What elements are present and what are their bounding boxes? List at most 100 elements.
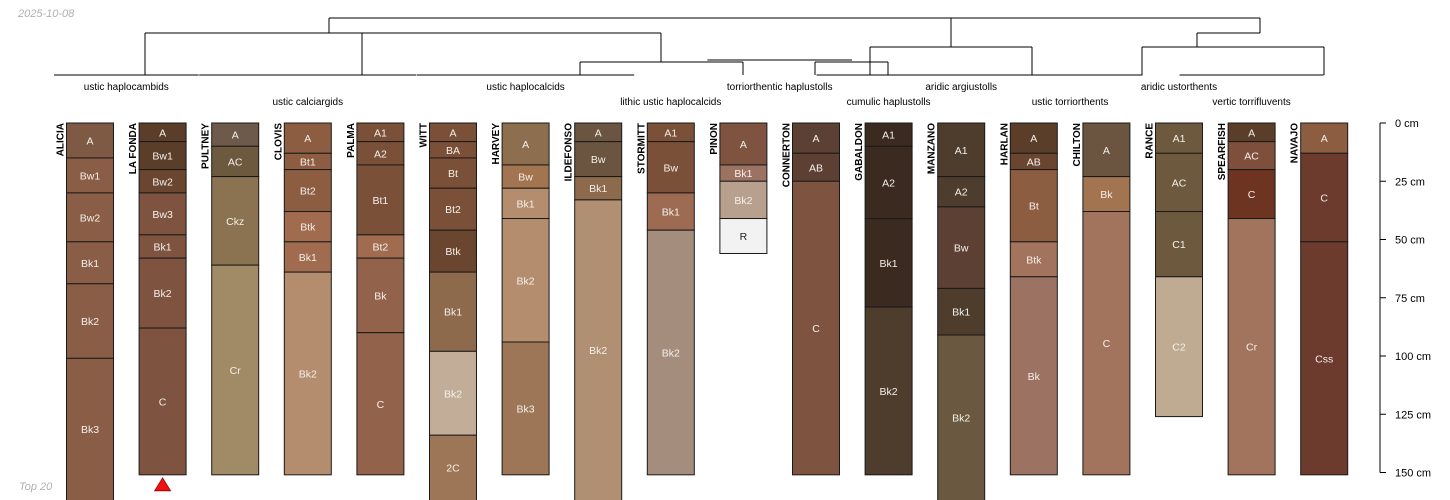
horizon-label: Bw [591, 154, 606, 166]
horizon-label: A [304, 133, 311, 145]
soil-profile: A1 A2 Bw Bk1 Bk2 MANZANO [927, 122, 986, 500]
horizon-label: A [449, 127, 456, 139]
taxon-label: ustic calciargids [273, 97, 344, 108]
profile-name: HARVEY [491, 123, 502, 165]
taxon-label: aridic argiustolls [925, 82, 997, 93]
profile-name: NAVAJO [1290, 123, 1301, 163]
horizon [501, 187, 550, 220]
horizon-label: Bk1 [734, 168, 752, 180]
horizon [66, 283, 114, 359]
horizon [501, 122, 550, 166]
horizon-label: A [1030, 133, 1037, 145]
horizon [1227, 169, 1276, 220]
horizon-label: Bk2 [880, 386, 898, 398]
horizon-label: Btk [445, 246, 461, 258]
horizon [501, 218, 550, 343]
horizon-label: C [1103, 338, 1111, 350]
horizon-label: Bt2 [445, 204, 461, 216]
horizon-label: Bt1 [300, 156, 316, 168]
soil-profile: A1 A2 Bt1 Bt2 Bk C PALMA [346, 122, 405, 476]
horizon [429, 229, 477, 273]
horizon-label: Btk [1026, 254, 1042, 266]
horizon [1300, 122, 1349, 154]
horizon [1300, 152, 1349, 243]
soil-profile: A AC C Cr SPEARFISH [1217, 122, 1276, 476]
horizon-label: A [740, 139, 747, 151]
horizon [283, 211, 332, 243]
horizon-label: Cr [230, 365, 242, 377]
horizon [138, 192, 187, 236]
soil-profile: A BA Bt Bt2 Btk Bk1 Bk2 2C WITT [419, 122, 477, 500]
horizon [1155, 152, 1203, 213]
soil-profile: A Bt1 Bt2 Btk Bk1 Bk2 CLOVIS [273, 122, 332, 476]
horizon-label: A1 [882, 130, 895, 142]
horizon-label: A [595, 127, 602, 139]
horizon-label: Bk1 [880, 258, 898, 270]
horizon-label: Bk2 [734, 195, 752, 207]
soil-profile: A Bk C CHILTON [1072, 122, 1131, 476]
horizon [211, 145, 260, 178]
horizon [501, 341, 550, 476]
horizon-label: Bk2 [154, 288, 172, 300]
soil-profile: A AB C CONNERTON [782, 122, 840, 476]
horizon [864, 306, 913, 476]
profile-name: CHILTON [1072, 123, 1083, 167]
horizon [1009, 276, 1058, 476]
horizon [1082, 122, 1131, 178]
profile-name: PULTNEY [201, 123, 212, 169]
horizon [937, 206, 986, 289]
depth-axis: 0 cm 25 cm 50 cm 75 cm 100 cm 125 cm 150 cm [1379, 118, 1431, 480]
horizon [937, 122, 986, 178]
dendrogram [144, 17, 1325, 75]
horizon [1009, 122, 1058, 154]
horizon-label: A1 [374, 127, 387, 139]
horizon [211, 176, 260, 266]
taxon-label: ustic torriorthents [1032, 97, 1109, 108]
horizon-label: Bk1 [952, 307, 970, 319]
horizon [1300, 241, 1349, 476]
horizon [429, 187, 477, 231]
horizon-label: A1 [664, 127, 677, 139]
horizon [1227, 218, 1276, 476]
soil-profile: A1 Bw Bk1 Bk2 STORMITT [636, 122, 695, 476]
horizon-label: Bw2 [152, 176, 173, 188]
profile-name: RANCE [1145, 123, 1156, 159]
horizon-label: Btk [300, 222, 316, 234]
horizon-label: AC [1244, 151, 1259, 163]
horizon [138, 141, 187, 171]
horizon-label: A [1248, 127, 1255, 139]
horizon-label: A [812, 133, 819, 145]
taxon-label: torriorthentic haplustolls [727, 82, 833, 93]
horizon [356, 164, 405, 236]
depth-tick-label: 125 cm [1395, 409, 1431, 421]
horizon-label: C [377, 399, 385, 411]
horizon-label: BA [446, 145, 460, 157]
horizon-label: Bw [954, 243, 969, 255]
soil-profile: A1 A2 Bk1 Bk2 GABALDON [854, 122, 913, 476]
soil-profile: A Bw1 Bw2 Bk1 Bk2 Bk3 ALICIA [56, 122, 114, 500]
horizon-label: Bw [664, 162, 679, 174]
horizon-label: Bk2 [662, 348, 680, 360]
horizon [1082, 211, 1131, 476]
depth-tick-label: 100 cm [1395, 351, 1431, 363]
profile-name: CONNERTON [782, 123, 793, 187]
horizon-label: Bw2 [80, 212, 101, 224]
horizon [1155, 122, 1203, 154]
horizon-label: AB [809, 162, 823, 174]
horizon [719, 180, 768, 220]
depth-tick-label: 150 cm [1395, 468, 1431, 480]
horizon-label: AC [1172, 177, 1187, 189]
soil-profile: A Bw Bk1 Bk2 ILDEFONSO [564, 122, 623, 500]
horizon-label: C [1248, 189, 1256, 201]
soil-profile: A Bk1 Bk2 R PINON [709, 122, 768, 254]
horizon-label: Bk2 [589, 345, 607, 357]
horizon [937, 287, 986, 336]
horizon [574, 199, 623, 500]
horizon-label: Bt2 [300, 186, 316, 198]
horizon [937, 334, 986, 500]
horizon-label: C [1320, 193, 1328, 205]
horizon-label: C [159, 396, 167, 408]
horizon [356, 332, 405, 476]
horizon-label: A [522, 139, 529, 151]
